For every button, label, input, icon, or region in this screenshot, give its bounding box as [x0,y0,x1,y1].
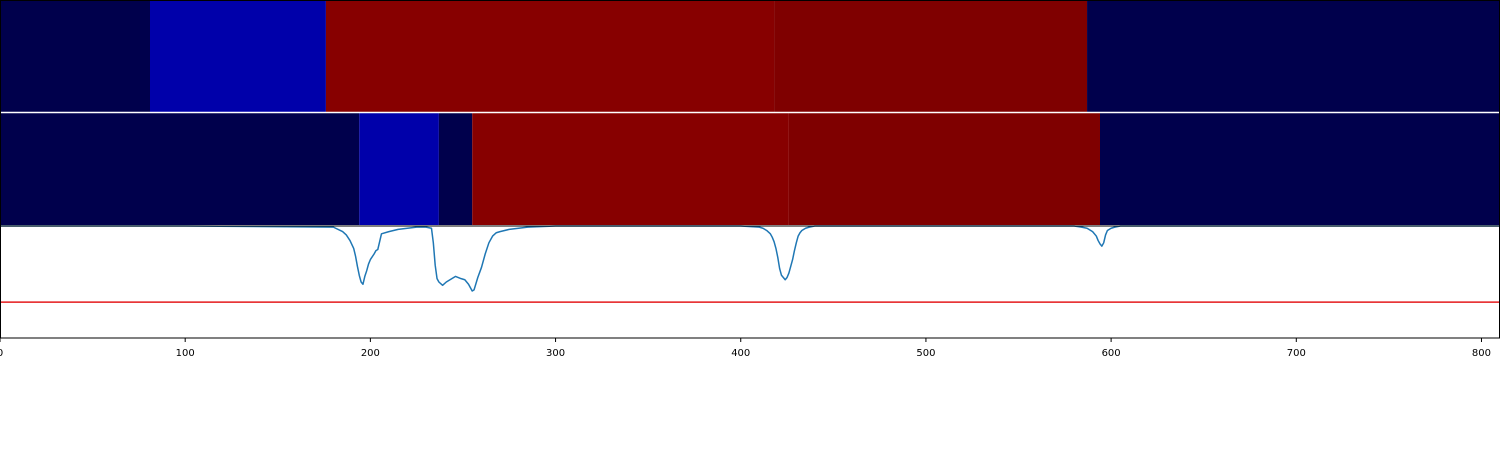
x-tick-label-500: 500 [916,348,935,359]
heatmap-cell-row2-1 [0,113,360,225]
heatmap-cell-row2-4 [472,113,789,225]
x-tick-label-600: 600 [1102,348,1121,359]
heatmap-cell-row2-5 [788,113,1100,225]
x-tick-label-400: 400 [731,348,750,359]
heatmap-cell-row1-2 [150,1,326,113]
heatmap-cell-row1-4 [774,1,1088,113]
x-tick-label-800: 800 [1472,348,1491,359]
heatmap-cell-row1-3 [325,1,775,113]
heatmap-panels [0,1,1500,225]
x-axis: 0 100 200 300 400 500 600 700 800 [0,338,1491,359]
heatmap-cell-row1-1 [0,1,150,113]
x-tick-label-200: 200 [361,348,380,359]
heatmap-cell-row1-5 [1087,1,1500,113]
heatmap-cell-row2-3 [438,113,473,225]
heatmap-cell-row2-6 [1100,113,1500,225]
x-tick-label-100: 100 [176,348,195,359]
x-tick-label-300: 300 [546,348,565,359]
heatmap-cell-row2-2 [359,113,439,225]
line-panel [0,0,1500,339]
x-tick-label-0: 0 [0,348,3,359]
series-line-1 [0,225,1500,292]
x-tick-label-700: 700 [1287,348,1306,359]
